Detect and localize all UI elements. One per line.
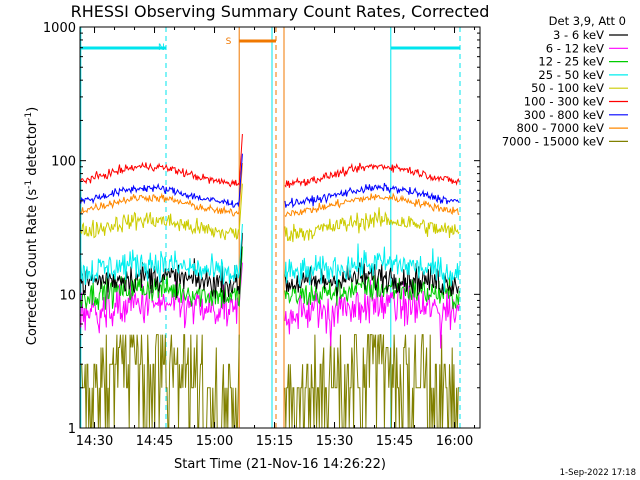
series-line-1-b [284,279,460,349]
x-tick-label: 15:15 [256,434,293,449]
x-tick-label: 15:00 [196,434,233,449]
x-tick-label: 16:00 [436,434,473,449]
chart-title: RHESSI Observing Summary Count Rates, Co… [71,2,490,21]
series-line-0-b [284,262,460,297]
plot-frame [79,26,481,429]
legend-label: 100 - 300 keV [524,95,604,109]
series-line-7-b [284,192,460,218]
plot-area [80,27,480,428]
x-tick-label: 14:30 [76,434,113,449]
legend-title: Det 3,9, Att 0 [549,14,626,28]
series-line-2-b [284,274,460,309]
legend-label: 12 - 25 keV [538,55,604,69]
x-tick-label: 15:45 [376,434,413,449]
y-tick-label: 100 [51,155,76,170]
series-line-4-b [284,207,460,243]
series-line-7 [80,162,243,217]
y-tick-label: 10 [59,288,76,303]
y-axis-label: Corrected Count Rate (s-1 detector-1) [24,107,40,345]
y-tick-label: 1000 [43,21,76,36]
series-line-5 [80,133,243,188]
series-line-5-b [284,162,460,188]
x-axis-label: Start Time (21-Nov-16 14:26:22) [174,457,386,472]
x-tick-label: 14:45 [136,434,173,449]
legend-label: 300 - 800 keV [524,108,604,122]
y-tick-label: 1 [68,422,76,437]
legend-label: 6 - 12 keV [546,41,604,55]
legend-label: 800 - 7000 keV [516,121,604,135]
legend-label: 7000 - 15000 keV [502,134,604,148]
x-tick-label: 15:30 [316,434,353,449]
legend-label: 50 - 100 keV [531,81,604,95]
series-line-4 [80,183,243,241]
series-line-3-b [284,243,460,292]
saa-label: S [226,37,232,47]
plot-background [80,27,480,428]
generation-timestamp: 1-Sep-2022 17:18 [560,468,636,478]
series-line-3 [80,223,243,285]
legend-label: 3 - 6 keV [553,28,604,42]
night-label: N [158,43,165,53]
series-line-6-b [284,182,460,209]
legend-label: 25 - 50 keV [538,68,604,82]
series-line-6 [80,153,243,208]
series-layer [80,133,460,429]
axes: 1 10 100 1000 14:30 14:45 15:00 15:15 15:30 15:45… [43,21,481,449]
